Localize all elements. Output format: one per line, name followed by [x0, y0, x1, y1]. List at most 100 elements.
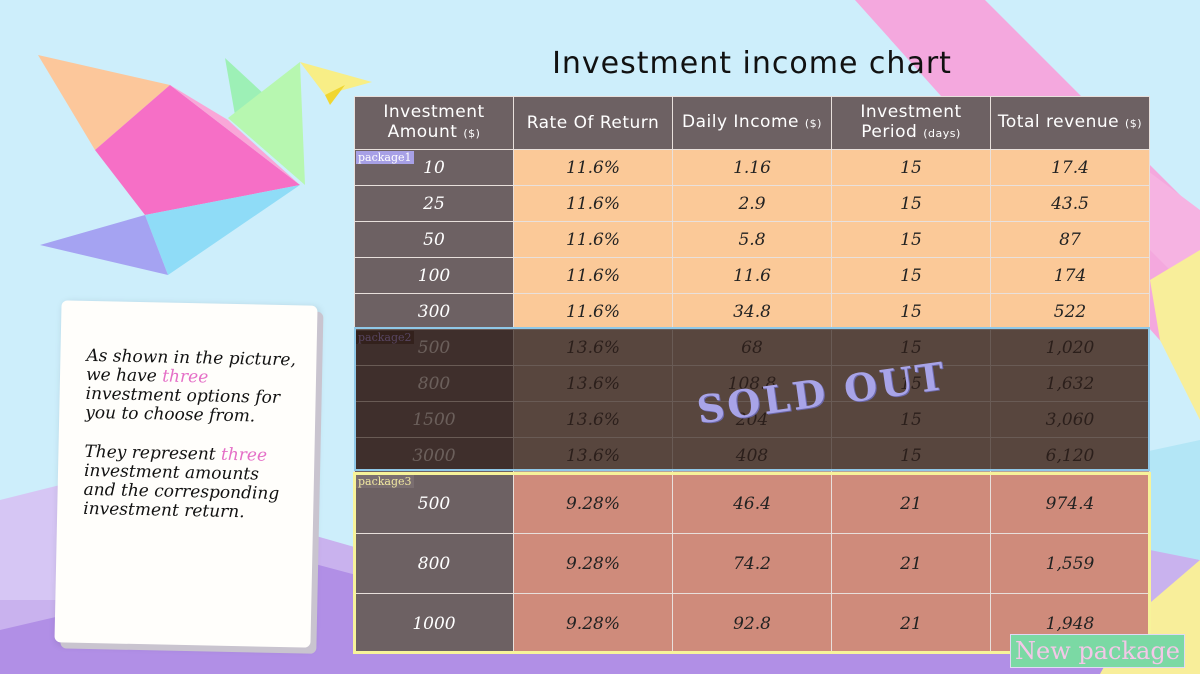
- cell-value: 17.4: [1051, 157, 1089, 178]
- cell-value: 92.8: [733, 613, 771, 634]
- table-cell: 15: [831, 221, 991, 258]
- table-cell: 74.2: [672, 533, 832, 594]
- cell-value: 9.28%: [565, 493, 620, 514]
- cell-value: 1500: [412, 409, 456, 430]
- table-cell: 9.28%: [513, 473, 673, 534]
- cell-value: 6,120: [1045, 445, 1095, 466]
- table-cell: 300: [354, 293, 514, 330]
- table-row: package2 500 13.6% 68 15 1,020: [354, 329, 1150, 366]
- info-text: investment options for you to choose fro…: [85, 383, 281, 427]
- table-cell: 6,120: [990, 437, 1150, 474]
- package-tag: package1: [356, 151, 414, 164]
- cell-value: 100: [417, 265, 451, 286]
- cell-value: 800: [417, 553, 451, 574]
- header-label: Daily Income: [682, 112, 799, 132]
- header-label: Investment Period: [860, 102, 962, 142]
- table-cell: 21: [831, 473, 991, 534]
- cell-value: 3,060: [1045, 409, 1095, 430]
- table-cell: 17.4: [990, 149, 1150, 186]
- header-daily-income: Daily Income ($): [672, 96, 832, 150]
- table-cell: 9.28%: [513, 593, 673, 654]
- table-cell: 13.6%: [513, 437, 673, 474]
- table-cell: 46.4: [672, 473, 832, 534]
- header-rate-of-return: Rate Of Return: [513, 96, 673, 150]
- table-cell: 1000: [354, 593, 514, 654]
- table-cell: 21: [831, 533, 991, 594]
- page-title: Investment income chart: [552, 46, 952, 81]
- table-cell: 15: [831, 149, 991, 186]
- table-cell: 522: [990, 293, 1150, 330]
- table-cell: 43.5: [990, 185, 1150, 222]
- table-cell: 11.6%: [513, 185, 673, 222]
- table-cell: 3,060: [990, 401, 1150, 438]
- cell-value: 74.2: [733, 553, 771, 574]
- header-investment-amount: Investment Amount ($): [354, 96, 514, 150]
- info-highlight: three: [161, 366, 209, 388]
- table-cell: 15: [831, 437, 991, 474]
- cell-value: 46.4: [733, 493, 771, 514]
- table-cell: 11.6%: [513, 149, 673, 186]
- cell-value: 974.4: [1045, 493, 1095, 514]
- cell-value: 13.6%: [565, 373, 620, 394]
- header-label: Total revenue: [997, 112, 1120, 132]
- info-paragraph-2: They represent three investment amounts …: [83, 442, 295, 523]
- table-cell: 21: [831, 593, 991, 654]
- table-row: 800 9.28% 74.2 21 1,559: [354, 533, 1150, 594]
- table-cell: 1,559: [990, 533, 1150, 594]
- info-highlight: three: [220, 444, 268, 466]
- table-cell: 50: [354, 221, 514, 258]
- table-cell: 13.6%: [513, 401, 673, 438]
- cell-value: 25: [423, 193, 445, 214]
- table-cell: 800: [354, 365, 514, 402]
- cell-value: 9.28%: [565, 553, 620, 574]
- cell-value: 1000: [412, 613, 456, 634]
- table-cell: 800: [354, 533, 514, 594]
- table-cell: 2.9: [672, 185, 832, 222]
- cell-value: 174: [1053, 265, 1087, 286]
- table-row: 300 11.6% 34.8 15 522: [354, 293, 1150, 330]
- cell-value: 21: [900, 613, 922, 634]
- table-cell: 87: [990, 221, 1150, 258]
- header-unit: ($): [463, 127, 481, 140]
- table-cell: package2 500: [354, 329, 514, 366]
- cell-value: 15: [900, 265, 922, 286]
- table-row: package3 500 9.28% 46.4 21 974.4: [354, 473, 1150, 534]
- cell-value: 408: [735, 445, 769, 466]
- info-paragraph-1: As shown in the picture, we have three i…: [85, 346, 297, 427]
- table-cell: 92.8: [672, 593, 832, 654]
- cell-value: 15: [900, 337, 922, 358]
- table-cell: 15: [831, 257, 991, 294]
- table-cell: 3000: [354, 437, 514, 474]
- header-label: Investment Amount: [383, 102, 485, 142]
- cell-value: 21: [900, 553, 922, 574]
- cell-value: 15: [900, 229, 922, 250]
- table-cell: 974.4: [990, 473, 1150, 534]
- cell-value: 15: [900, 409, 922, 430]
- cell-value: 43.5: [1051, 193, 1089, 214]
- table-row: 25 11.6% 2.9 15 43.5: [354, 185, 1150, 222]
- table-row: package1 10 11.6% 1.16 15 17.4: [354, 149, 1150, 186]
- table-cell: 408: [672, 437, 832, 474]
- table-cell: 25: [354, 185, 514, 222]
- table-header-row: Investment Amount ($) Rate Of Return Dai…: [354, 96, 1150, 150]
- table-cell: 5.8: [672, 221, 832, 258]
- investment-table: Investment Amount ($) Rate Of Return Dai…: [354, 96, 1150, 654]
- cell-value: 13.6%: [565, 409, 620, 430]
- cell-value: 5.8: [738, 229, 766, 250]
- cell-value: 500: [417, 493, 451, 514]
- table-row: 3000 13.6% 408 15 6,120: [354, 437, 1150, 474]
- table-cell: 11.6%: [513, 257, 673, 294]
- cell-value: 11.6%: [565, 301, 620, 322]
- new-package-badge: New package: [1010, 634, 1185, 668]
- table-cell: 15: [831, 293, 991, 330]
- cell-value: 87: [1059, 229, 1081, 250]
- cell-value: 50: [423, 229, 445, 250]
- cell-value: 500: [417, 337, 451, 358]
- table-cell: 13.6%: [513, 365, 673, 402]
- cell-value: 11.6%: [565, 193, 620, 214]
- cell-value: 15: [900, 301, 922, 322]
- table-row: 50 11.6% 5.8 15 87: [354, 221, 1150, 258]
- table-cell: 11.6%: [513, 221, 673, 258]
- cell-value: 10: [423, 157, 445, 178]
- header-unit: ($): [804, 117, 822, 130]
